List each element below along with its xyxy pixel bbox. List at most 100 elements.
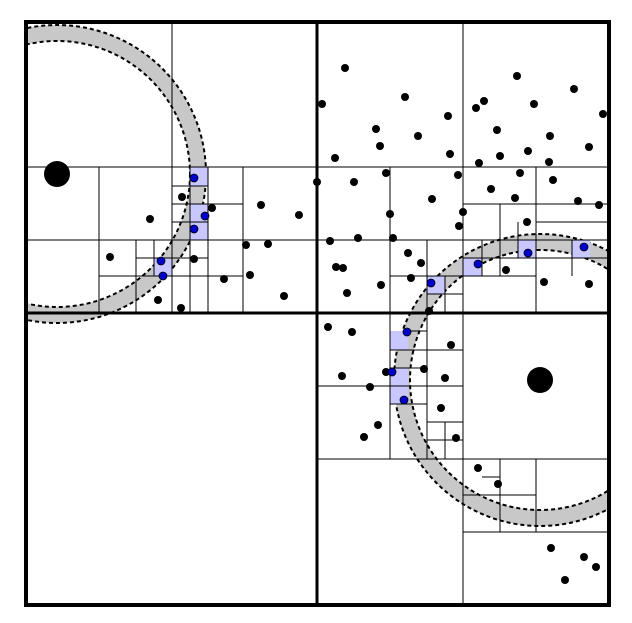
point <box>472 104 480 112</box>
point <box>523 218 531 226</box>
point <box>585 280 593 288</box>
point <box>441 374 449 382</box>
point <box>326 237 334 245</box>
cell <box>390 331 408 350</box>
point <box>437 404 445 412</box>
point <box>570 85 578 93</box>
query-point <box>189 224 199 234</box>
point <box>574 197 582 205</box>
point <box>177 304 185 312</box>
point <box>220 275 228 283</box>
point <box>350 178 358 186</box>
point <box>511 194 519 202</box>
point <box>377 281 385 289</box>
point <box>454 171 462 179</box>
query-point <box>189 173 199 183</box>
point <box>428 195 436 203</box>
point <box>190 255 198 263</box>
point <box>447 341 455 349</box>
query-point <box>387 367 397 377</box>
point <box>599 110 607 118</box>
point <box>389 234 397 242</box>
point <box>154 296 162 304</box>
point <box>452 434 460 442</box>
point <box>561 576 569 584</box>
center <box>44 161 70 187</box>
point <box>545 158 553 166</box>
point <box>401 93 409 101</box>
point <box>516 169 524 177</box>
point <box>382 169 390 177</box>
point <box>595 201 603 209</box>
point <box>295 211 303 219</box>
point <box>513 72 521 80</box>
point <box>404 249 412 257</box>
point <box>446 150 454 158</box>
point <box>242 241 250 249</box>
point <box>480 97 488 105</box>
border <box>24 20 611 607</box>
query-point <box>523 248 533 258</box>
point <box>339 264 347 272</box>
point <box>374 421 382 429</box>
point <box>547 544 555 552</box>
point <box>354 234 362 242</box>
query-point <box>399 395 409 405</box>
point <box>338 372 346 380</box>
point <box>332 263 340 271</box>
point <box>585 143 593 151</box>
point <box>502 266 510 274</box>
point <box>459 208 467 216</box>
point <box>524 147 532 155</box>
point <box>444 112 452 120</box>
point <box>386 210 394 218</box>
point <box>487 185 495 193</box>
point <box>546 132 554 140</box>
point <box>382 368 390 376</box>
point <box>324 323 332 331</box>
query-point <box>473 259 483 269</box>
point <box>341 64 349 72</box>
point <box>208 204 216 212</box>
point <box>318 100 326 108</box>
point <box>360 433 368 441</box>
point <box>264 240 272 248</box>
point <box>549 176 557 184</box>
point <box>540 278 548 286</box>
point <box>246 271 254 279</box>
point <box>494 480 502 488</box>
point <box>331 154 339 162</box>
point <box>280 292 288 300</box>
point <box>592 563 600 571</box>
point <box>348 328 356 336</box>
ring-inner <box>409 249 609 511</box>
query-point <box>158 271 168 281</box>
points <box>106 64 607 584</box>
query-point <box>426 278 436 288</box>
point <box>146 215 154 223</box>
point <box>178 193 186 201</box>
center <box>527 367 553 393</box>
point <box>493 126 501 134</box>
point <box>580 553 588 561</box>
query-point <box>200 211 210 221</box>
point <box>343 289 351 297</box>
point <box>475 159 483 167</box>
grid <box>26 22 609 605</box>
point <box>420 365 428 373</box>
point <box>414 132 422 140</box>
point <box>474 464 482 472</box>
point <box>417 259 425 267</box>
point <box>106 253 114 261</box>
point <box>407 274 415 282</box>
point <box>257 201 265 209</box>
point <box>530 100 538 108</box>
query-point <box>402 327 412 337</box>
point <box>372 125 380 133</box>
query-point <box>156 256 166 266</box>
point <box>455 222 463 230</box>
point <box>496 152 504 160</box>
point <box>376 142 384 150</box>
query-point <box>579 242 589 252</box>
